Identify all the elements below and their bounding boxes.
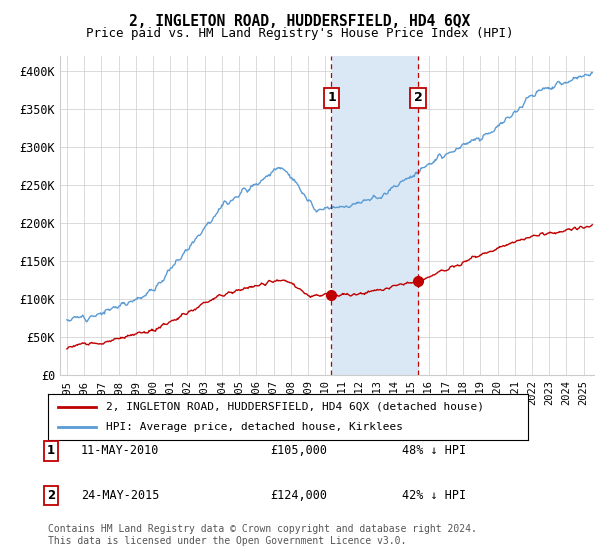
Text: 2: 2 <box>47 489 55 502</box>
Text: Contains HM Land Registry data © Crown copyright and database right 2024.
This d: Contains HM Land Registry data © Crown c… <box>48 524 477 546</box>
Text: 1: 1 <box>327 91 336 104</box>
Text: 1: 1 <box>47 444 55 458</box>
Text: HPI: Average price, detached house, Kirklees: HPI: Average price, detached house, Kirk… <box>106 422 403 432</box>
Text: 24-MAY-2015: 24-MAY-2015 <box>81 489 160 502</box>
Text: 2, INGLETON ROAD, HUDDERSFIELD, HD4 6QX: 2, INGLETON ROAD, HUDDERSFIELD, HD4 6QX <box>130 14 470 29</box>
Text: £124,000: £124,000 <box>270 489 327 502</box>
Text: 2, INGLETON ROAD, HUDDERSFIELD, HD4 6QX (detached house): 2, INGLETON ROAD, HUDDERSFIELD, HD4 6QX … <box>106 402 484 412</box>
Text: 2: 2 <box>414 91 422 104</box>
Text: £105,000: £105,000 <box>270 444 327 458</box>
Text: 42% ↓ HPI: 42% ↓ HPI <box>402 489 466 502</box>
Text: Price paid vs. HM Land Registry's House Price Index (HPI): Price paid vs. HM Land Registry's House … <box>86 27 514 40</box>
Text: 11-MAY-2010: 11-MAY-2010 <box>81 444 160 458</box>
Text: 48% ↓ HPI: 48% ↓ HPI <box>402 444 466 458</box>
